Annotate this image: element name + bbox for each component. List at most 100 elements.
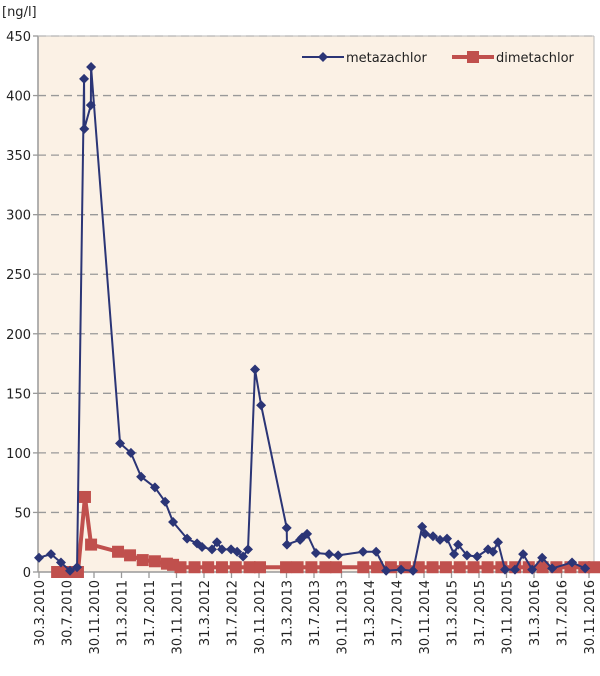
dimetachlor-point [371, 561, 384, 574]
y-tick-label: 100 [6, 447, 31, 462]
x-tick-label: 31.7.2011 [143, 580, 158, 646]
metazachlor-point [34, 552, 44, 563]
dimetachlor-point [330, 561, 343, 574]
metazachlor-point [243, 544, 254, 555]
metazachlor-point [256, 400, 267, 411]
y-tick-label: 450 [6, 30, 31, 45]
dimetachlor-point [174, 561, 187, 574]
y-axis-label: [ng/l] [2, 5, 37, 20]
dimetachlor-point [254, 561, 267, 574]
x-tick-label: 31.3.2013 [281, 580, 296, 646]
metazachlor-point [408, 565, 419, 576]
y-tick-label: 200 [6, 328, 31, 343]
metazachlor-point [527, 564, 538, 575]
dimetachlor-legend-marker [467, 51, 479, 63]
x-tick-label: 30.11.2015 [501, 580, 516, 654]
metazachlor-point [182, 533, 193, 544]
dimetachlor-point [148, 555, 161, 568]
dimetachlor-point [136, 554, 149, 567]
metazachlor-point [238, 551, 249, 562]
dimetachlor-point [229, 561, 242, 574]
dimetachlor-point [124, 549, 137, 562]
metazachlor-point [461, 550, 472, 561]
x-tick-label: 31.7.2014 [391, 580, 406, 646]
metazachlor-point [197, 541, 208, 552]
metazachlor-point [160, 496, 171, 507]
metazachlor-point [79, 123, 90, 134]
legend-label: metazachlor [346, 51, 427, 66]
metazachlor-point [79, 73, 90, 84]
metazachlor-point [567, 557, 578, 568]
x-tick-label: 30.7.2010 [61, 580, 76, 646]
dimetachlor-point [357, 561, 370, 574]
metazachlor-point [46, 549, 57, 560]
dimetachlor-point [280, 561, 293, 574]
dimetachlor-point [291, 561, 304, 574]
axes: 0 50 100 150 200 250 300 350 400 450 30.3.2010 30.7… [6, 30, 598, 654]
y-tick-label: 250 [6, 268, 31, 283]
metazachlor-point [85, 100, 96, 111]
metazachlor-point [65, 565, 76, 576]
metazachlor-point [449, 549, 460, 560]
dimetachlor-point [319, 561, 332, 574]
x-tick-label: 31.7.2013 [308, 580, 323, 646]
dimetachlor-point [78, 490, 91, 503]
metazachlor-point [206, 544, 217, 555]
x-tick-label: 30.11.2014 [418, 580, 433, 654]
series-group [34, 61, 600, 578]
metazachlor-point [435, 534, 446, 545]
x-tick-label: 30.11.2011 [171, 580, 186, 654]
dimetachlor-point [188, 561, 201, 574]
metazachlor-point [442, 533, 453, 544]
metazachlor-point [55, 557, 66, 568]
metazachlor-point [250, 364, 261, 375]
metazachlor-point [547, 563, 558, 574]
legend-label: dimetachlor [496, 51, 575, 66]
metazachlor-point [302, 528, 313, 539]
metazachlor-point [500, 564, 511, 575]
metazachlor-point [428, 531, 439, 542]
y-tick-label: 50 [14, 506, 31, 521]
x-tick-label: 31.3.2014 [363, 580, 378, 646]
x-tick-label: 31.7.2016 [556, 580, 571, 646]
x-tick-label: 31.3.2011 [116, 580, 131, 646]
metazachlor-point [115, 438, 126, 449]
metazachlor-point [86, 61, 97, 72]
dimetachlor-point [453, 561, 466, 574]
x-tick-label: 31.7.2015 [473, 580, 488, 646]
metazachlor-point [381, 565, 392, 576]
metazachlor-point [472, 551, 483, 562]
dimetachlor-point [467, 561, 480, 574]
x-tick-label: 31.3.2012 [198, 580, 213, 646]
dimetachlor-point [215, 561, 228, 574]
metazachlor-point [281, 539, 292, 550]
metazachlor-point [580, 563, 591, 574]
x-tick-label: 30.3.2010 [33, 580, 48, 646]
y-tick-label: 350 [6, 149, 31, 164]
x-tick-label: 31.3.2015 [446, 580, 461, 646]
legend: metazachlor dimetachlor [302, 51, 575, 66]
y-tick-label: 400 [6, 90, 31, 105]
metazachlor-point [125, 447, 136, 458]
dimetachlor-point [243, 561, 256, 574]
dimetachlor-point [426, 561, 439, 574]
x-tick-label: 31.3.2016 [528, 580, 543, 646]
metazachlor-point [488, 546, 499, 557]
metazachlor-point [216, 544, 227, 555]
metazachlor-point [420, 528, 431, 539]
metazachlor-legend-marker [318, 52, 328, 62]
y-tick-label: 0 [23, 566, 31, 581]
x-tick-label: 30.11.2010 [88, 580, 103, 654]
metazachlor-point [417, 521, 428, 532]
metazachlor-point [149, 482, 160, 493]
metazachlor-point [232, 546, 243, 557]
dimetachlor-point [85, 538, 98, 551]
metazachlor-point [136, 471, 147, 482]
x-tick-label: 30.11.2016 [583, 580, 598, 654]
x-tick-label: 30.11.2012 [253, 580, 268, 654]
metazachlor-point [310, 547, 321, 558]
y-tick-label: 300 [6, 209, 31, 224]
metazachlor-point [324, 549, 335, 560]
dimetachlor-point [588, 561, 600, 574]
metazachlor-point [371, 546, 382, 557]
